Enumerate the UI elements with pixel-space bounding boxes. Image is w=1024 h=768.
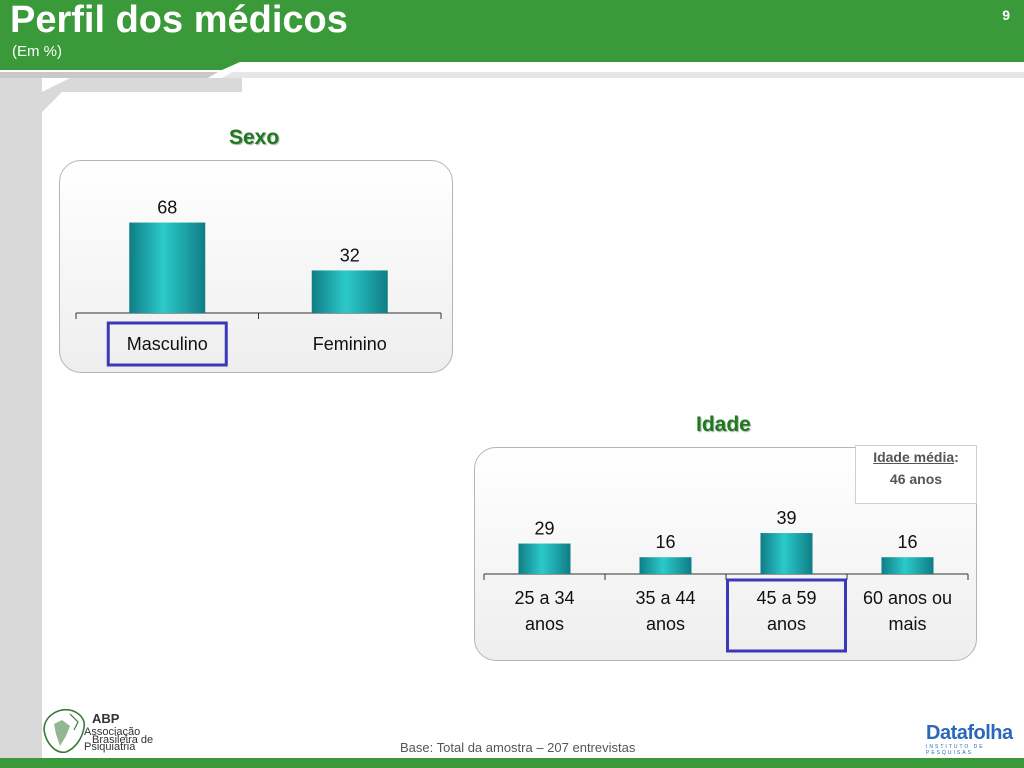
bar-value-label: 39 <box>776 508 796 528</box>
idade-bar-chart: 29 25 a 34 anos 16 35 a 44 anos 39 45 a 59 anos 1… <box>483 508 969 653</box>
category-label: Masculino <box>127 334 208 354</box>
abp-logo: ABP Associação Brasileira de Psiquiatria <box>43 708 153 754</box>
datafolha-logo-word: Datafolha <box>926 722 1013 744</box>
category-label: 25 a 34 <box>514 588 574 608</box>
bar-value-label: 32 <box>340 245 360 265</box>
highlight-box <box>726 578 847 653</box>
page-title: Perfil dos médicos <box>10 0 348 41</box>
idade-chart-title: Idade <box>696 413 751 436</box>
left-sidebar-band <box>0 78 42 758</box>
bar <box>311 270 388 313</box>
category-label: anos <box>767 614 806 634</box>
sample-base-note: Base: Total da amostra – 207 entrevistas <box>400 740 636 755</box>
sexo-chart-panel <box>59 160 453 373</box>
bar <box>881 557 934 574</box>
bar-value-label: 16 <box>655 532 675 552</box>
abp-logo-abbr: ABP <box>92 711 120 726</box>
bar-value-label: 16 <box>897 532 917 552</box>
bar <box>129 222 206 313</box>
category-label: mais <box>888 614 926 634</box>
highlight-box <box>106 321 228 367</box>
page-number: 9 <box>1002 7 1010 23</box>
datafolha-logo: Datafolha INSTITUTO DE PESQUISAS <box>926 722 1022 756</box>
average-age-box: Idade média: 46 anos <box>855 445 977 504</box>
bar <box>518 543 571 574</box>
category-label: 45 a 59 <box>756 588 816 608</box>
category-label: 60 anos ou <box>863 588 952 608</box>
sexo-chart-title: Sexo <box>229 126 280 149</box>
bar <box>760 533 813 574</box>
datafolha-logo-tagline: INSTITUTO DE PESQUISAS <box>926 744 985 756</box>
bar-value-label: 29 <box>534 519 554 539</box>
left-band-corner <box>42 78 242 112</box>
category-label: Feminino <box>313 334 387 354</box>
page-subtitle: (Em %) <box>12 43 62 60</box>
category-label: anos <box>525 614 564 634</box>
category-label: anos <box>646 614 685 634</box>
sexo-bar-chart: 68 Masculino 32 Feminino <box>75 198 442 367</box>
abp-logo-line1: Associação <box>84 726 140 738</box>
abp-logo-line2: Brasileira de <box>92 734 153 746</box>
category-label: 35 a 44 <box>635 588 695 608</box>
bottom-bar <box>0 758 1024 768</box>
average-age-value: 46 anos <box>889 471 943 487</box>
abp-logo-line3: Psiquiatria <box>84 741 136 753</box>
header-strip <box>0 62 1024 78</box>
average-age-colon: : <box>954 449 959 465</box>
bar-value-label: 68 <box>157 198 177 218</box>
average-age-label: Idade média <box>873 449 955 465</box>
bar <box>639 557 692 574</box>
header-bar: Perfil dos médicos (Em %) 9 <box>0 0 1024 62</box>
